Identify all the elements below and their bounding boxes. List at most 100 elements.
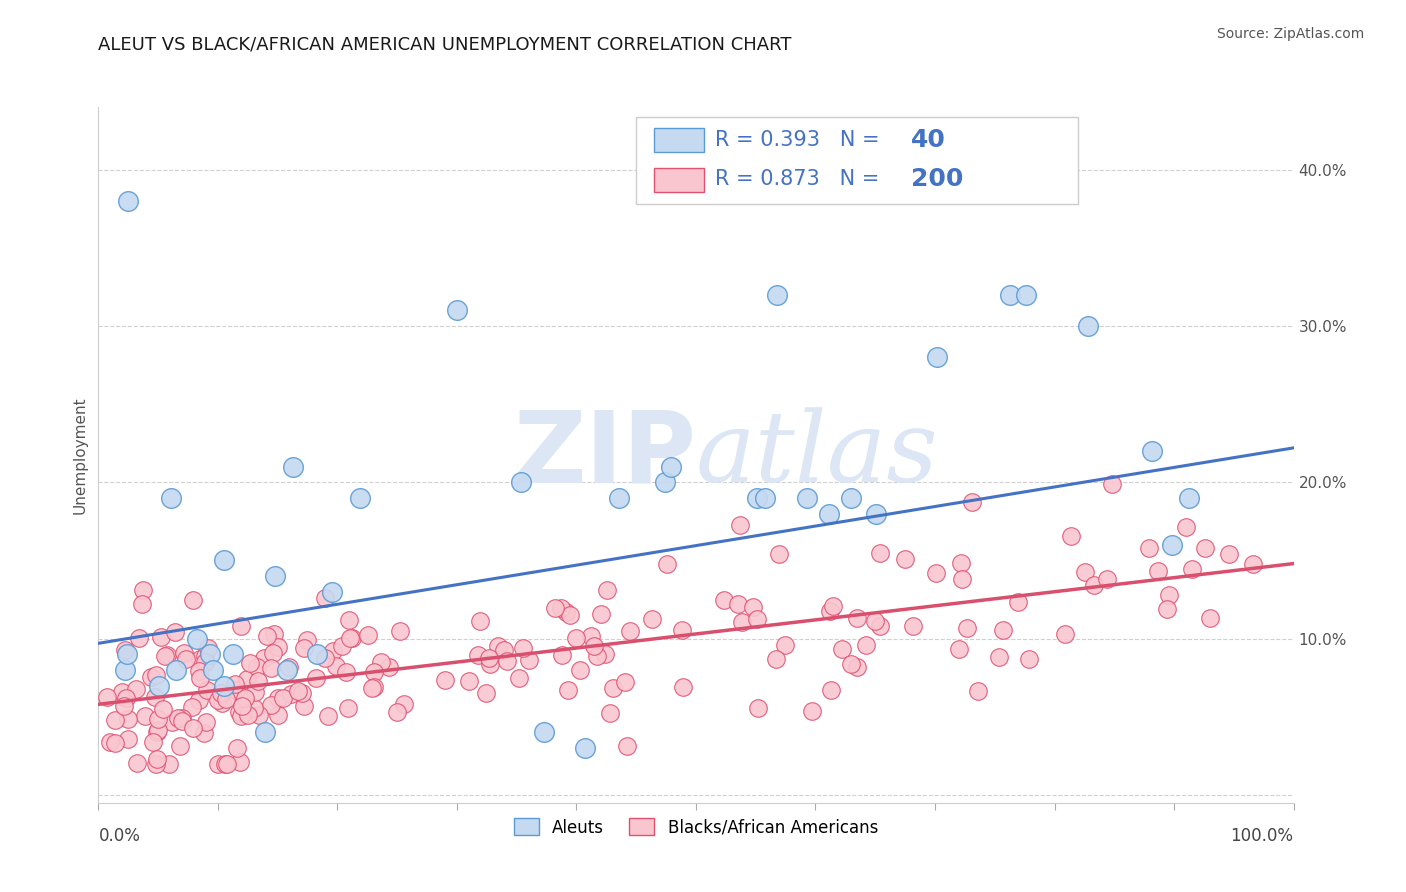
Point: [195, 714, 218, 729]
Point: [339, 631, 361, 645]
Point: [260, 661, 283, 675]
Point: [267, 691, 290, 706]
Point: [193, 649, 215, 664]
Point: [209, 686, 232, 700]
Point: [370, 656, 392, 670]
Point: [773, 638, 796, 652]
Point: [316, 709, 339, 723]
Point: [314, 591, 336, 605]
Point: [170, 711, 193, 725]
Point: [728, 518, 751, 533]
Point: [801, 704, 824, 718]
Point: [474, 686, 496, 700]
Point: [163, 625, 186, 640]
Point: [754, 491, 776, 505]
Point: [139, 671, 162, 685]
Point: [998, 287, 1021, 301]
Point: [671, 623, 693, 637]
FancyBboxPatch shape: [637, 118, 1078, 204]
Point: [363, 680, 385, 694]
Point: [314, 650, 336, 665]
Point: [152, 702, 174, 716]
Point: [1077, 318, 1099, 333]
Point: [1101, 477, 1123, 491]
Point: [188, 664, 211, 678]
Point: [596, 583, 619, 598]
Point: [167, 711, 190, 725]
Point: [134, 709, 156, 723]
Point: [228, 705, 250, 719]
Point: [1174, 519, 1197, 533]
Point: [207, 692, 229, 706]
Point: [132, 583, 155, 598]
Point: [839, 491, 862, 505]
Point: [865, 507, 887, 521]
Point: [589, 607, 612, 621]
Point: [252, 651, 274, 665]
Point: [256, 629, 278, 643]
Point: [641, 612, 664, 626]
Point: [262, 646, 284, 660]
Point: [114, 643, 136, 657]
Point: [174, 652, 197, 666]
Point: [229, 756, 252, 770]
Point: [1178, 491, 1201, 505]
Point: [1199, 611, 1222, 625]
Point: [1139, 541, 1161, 555]
Point: [745, 612, 768, 626]
Text: R = 0.873   N =: R = 0.873 N =: [716, 169, 886, 189]
Point: [195, 683, 218, 698]
Point: [165, 663, 187, 677]
Point: [149, 631, 172, 645]
Point: [768, 548, 790, 562]
Point: [766, 287, 789, 301]
Text: ZIP: ZIP: [513, 407, 696, 503]
Point: [190, 652, 212, 666]
Point: [217, 756, 239, 771]
Point: [619, 624, 641, 638]
Point: [143, 690, 166, 704]
Point: [1218, 547, 1240, 561]
Point: [226, 740, 249, 755]
Point: [188, 671, 211, 685]
Point: [98, 735, 121, 749]
Point: [337, 613, 360, 627]
Point: [263, 569, 285, 583]
Point: [479, 657, 502, 671]
Point: [659, 459, 682, 474]
Point: [160, 714, 183, 729]
Point: [846, 611, 869, 625]
Point: [554, 605, 576, 619]
Point: [988, 649, 1011, 664]
Point: [340, 631, 363, 645]
Point: [557, 683, 579, 698]
Point: [114, 663, 136, 677]
Point: [231, 699, 253, 714]
Point: [198, 647, 221, 661]
Point: [863, 614, 886, 628]
Point: [117, 194, 139, 208]
Point: [1156, 602, 1178, 616]
Text: 0.0%: 0.0%: [98, 827, 141, 845]
Point: [818, 507, 841, 521]
Point: [357, 628, 380, 642]
Point: [157, 756, 180, 771]
Point: [948, 642, 970, 657]
Point: [212, 553, 235, 567]
Point: [193, 655, 215, 669]
Point: [1095, 573, 1118, 587]
Point: [569, 663, 592, 677]
Point: [869, 546, 891, 560]
Point: [224, 677, 246, 691]
Point: [1241, 558, 1264, 572]
Point: [1083, 578, 1105, 592]
Point: [305, 671, 328, 685]
Point: [389, 624, 412, 638]
Point: [385, 705, 408, 719]
Point: [550, 601, 572, 615]
Point: [207, 756, 229, 771]
Point: [246, 659, 269, 673]
Point: [713, 593, 735, 607]
Point: [731, 615, 754, 629]
Point: [127, 756, 149, 770]
